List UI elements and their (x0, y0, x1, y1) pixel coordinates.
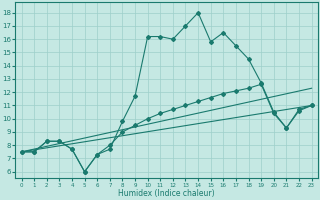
X-axis label: Humidex (Indice chaleur): Humidex (Indice chaleur) (118, 189, 215, 198)
